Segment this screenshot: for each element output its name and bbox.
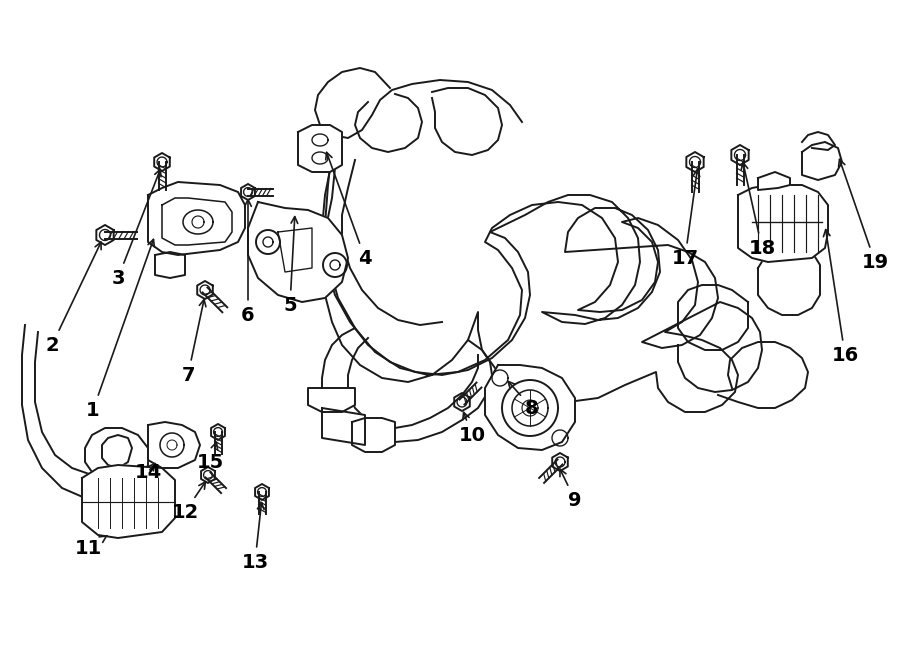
Polygon shape — [308, 388, 355, 412]
Polygon shape — [148, 422, 200, 468]
Polygon shape — [322, 408, 365, 445]
Polygon shape — [155, 252, 185, 278]
Text: 12: 12 — [171, 482, 205, 522]
Polygon shape — [82, 465, 175, 538]
Text: 17: 17 — [671, 169, 699, 267]
Polygon shape — [802, 142, 842, 180]
Text: 5: 5 — [284, 216, 298, 314]
Text: 8: 8 — [508, 381, 539, 418]
Polygon shape — [738, 185, 828, 262]
Text: 4: 4 — [326, 152, 372, 267]
Text: 10: 10 — [458, 412, 485, 444]
Polygon shape — [758, 172, 790, 190]
Text: 1: 1 — [86, 240, 155, 420]
Text: 7: 7 — [181, 299, 206, 385]
Text: 2: 2 — [45, 242, 101, 354]
Text: 6: 6 — [241, 200, 255, 324]
Polygon shape — [322, 148, 738, 412]
Text: 18: 18 — [742, 163, 776, 258]
Text: 11: 11 — [75, 536, 107, 557]
Text: 9: 9 — [560, 469, 581, 510]
Text: 3: 3 — [112, 169, 161, 287]
Text: 14: 14 — [134, 463, 162, 481]
Polygon shape — [148, 182, 245, 255]
Polygon shape — [248, 202, 348, 302]
Text: 19: 19 — [839, 160, 888, 271]
Text: 16: 16 — [824, 230, 859, 365]
Polygon shape — [485, 365, 575, 450]
Text: 15: 15 — [196, 442, 223, 471]
Text: 13: 13 — [241, 502, 268, 571]
Polygon shape — [298, 125, 342, 172]
Polygon shape — [352, 418, 395, 452]
